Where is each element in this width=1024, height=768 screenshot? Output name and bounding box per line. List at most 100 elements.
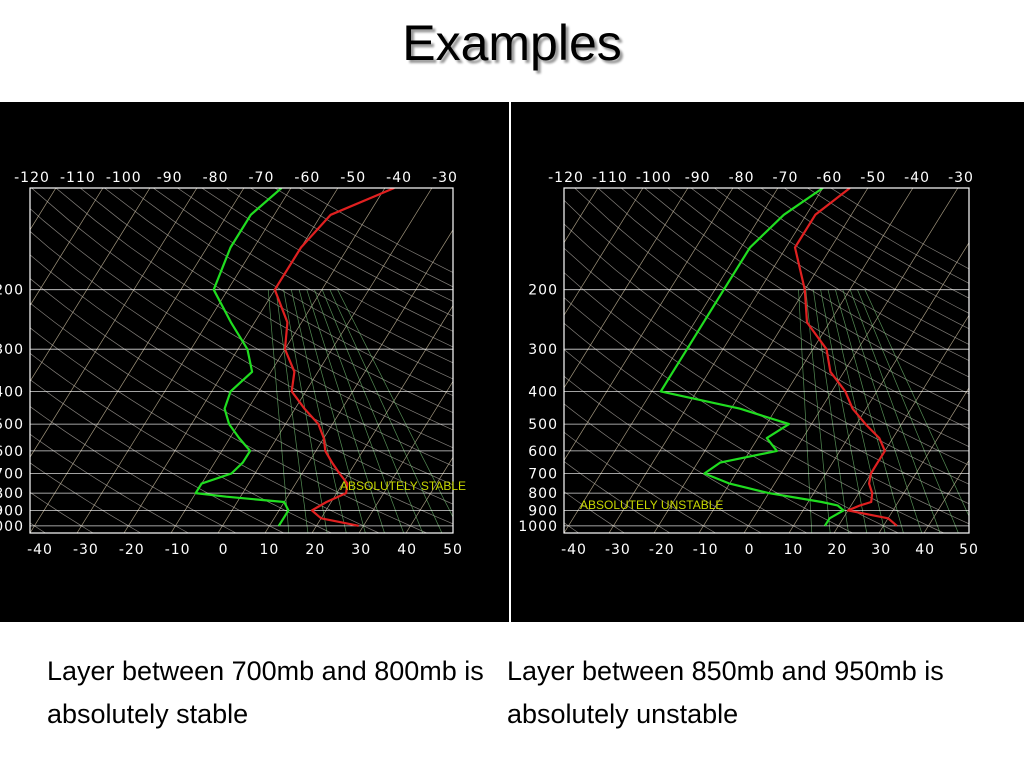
pressure-label: 700 [0,467,24,483]
dry-adiabat-line [564,460,671,533]
mixing-ratio-line [820,289,868,533]
mixing-ratio-line [857,289,959,533]
isotherm-line [217,188,433,533]
dry-adiabat-line [30,352,332,533]
mixing-ratio-line [835,289,904,533]
top-tick-label: -50 [860,170,886,186]
stability-annotation: ABSOLUTELY UNSTABLE [580,498,723,512]
bottom-tick-label: 0 [745,542,755,558]
caption-unstable: Layer between 850mb and 950mb is absolut… [507,656,944,730]
top-tick-label: -30 [948,170,974,186]
top-tick-label: -40 [386,170,412,186]
bottom-tick-label: -30 [605,542,631,558]
top-tick-label: -80 [203,170,229,186]
dry-adiabat-line [644,188,969,395]
isotherm-line [76,188,292,533]
stability-annotation: ABSOLUTELY STABLE [340,479,466,493]
dry-adiabat-line [564,199,969,466]
isotherm-line [564,188,734,462]
dry-adiabat-line [30,433,189,533]
dry-adiabat-line [31,188,453,449]
top-tick-label: -120 [548,170,584,186]
bottom-tick-label: 20 [305,542,325,558]
dry-adiabat-line [30,406,237,533]
dry-adiabat-line [564,272,969,525]
isotherm-line [968,532,969,533]
isotherm-line [311,304,453,533]
dry-adiabat-line [104,188,453,397]
mixing-ratio-line [805,289,831,533]
pressure-label: 800 [528,486,558,502]
top-tick-label: -70 [773,170,799,186]
dry-adiabat-line [667,188,969,378]
mixing-ratio-line [849,289,941,533]
isotherm-line [405,456,453,533]
pressure-label: 200 [0,283,24,299]
isotherm-line [30,188,151,383]
isotherm-line [878,387,969,533]
bottom-tick-label: 30 [871,542,891,558]
dry-adiabat-line [55,188,453,431]
bottom-tick-label: -20 [119,542,145,558]
pressure-label: 300 [528,342,558,358]
dry-adiabat-line [574,188,969,448]
pressure-label: 300 [0,342,24,358]
isotherm-line [358,380,453,533]
isotherm-line [653,188,869,533]
dry-adiabat-line [830,188,969,270]
isotherm-line [30,188,104,307]
dry-adiabat-line [564,403,762,533]
pressure-label: 400 [528,384,558,400]
bottom-tick-label: 30 [351,542,371,558]
plot-frame [29,187,454,534]
isotherm-line [1014,188,1024,533]
isotherm-line [564,188,689,389]
bottom-tick-label: 50 [959,542,979,558]
dry-adiabat-line [597,188,969,430]
skewt-plot-area [30,188,509,533]
bottom-tick-label: 0 [219,542,229,558]
dry-adiabat-line [714,188,969,345]
pressure-label: 400 [0,384,24,400]
skewt-chart-unstable: -120 -110 -100 -90 -80 -70 -60 -50 -40 -30-40 -30-… [518,170,1024,558]
dry-adiabat-line [564,297,944,533]
top-tick-label: -100 [106,170,142,186]
dry-adiabat-line [564,491,625,533]
top-tick-label: -90 [157,170,183,186]
bottom-tick-label: 10 [260,542,280,558]
caption-stable: Layer between 700mb and 800mb is absolut… [47,656,484,730]
dry-adiabat-line [201,188,453,332]
pressure-label: 200 [528,283,558,299]
mixing-ratio-line [275,289,309,533]
mixing-ratio-line [798,289,813,533]
mixing-ratio-line [864,289,969,517]
dry-adiabat-line [737,188,969,330]
isotherm-line [500,188,509,533]
pressure-label: 500 [528,417,558,433]
temperature-profile-line [793,188,898,527]
isotherm-line [30,188,245,533]
dry-adiabat-line [620,188,969,412]
isotherm-line [833,314,969,533]
bottom-tick-label: -40 [561,542,587,558]
dry-adiabat-line [177,188,453,348]
top-tick-label: -60 [816,170,842,186]
isotherm-line [564,188,779,533]
mixing-ratio-line [298,289,366,533]
dry-adiabat-line [30,462,141,533]
bottom-tick-label: 40 [915,542,935,558]
isotherm-line [608,188,824,533]
pressure-label: 1000 [0,519,24,535]
dry-adiabat-line [30,230,453,486]
skewt-plot-area [564,188,1024,533]
top-tick-label: -110 [60,170,96,186]
temperature-profile-line [273,188,395,527]
skewt-panel-unstable: -120 -110 -100 -90 -80 -70 -60 -50 -40 -30 -40 -30-… [511,102,1024,622]
pressure-label: 900 [0,503,24,519]
mixing-ratio-line [842,289,923,533]
dry-adiabat-line [128,188,453,380]
mixing-ratio-line [267,289,290,533]
mixing-ratio-line [314,289,405,533]
plot-frame [563,187,970,534]
isotherm-line [743,188,959,533]
